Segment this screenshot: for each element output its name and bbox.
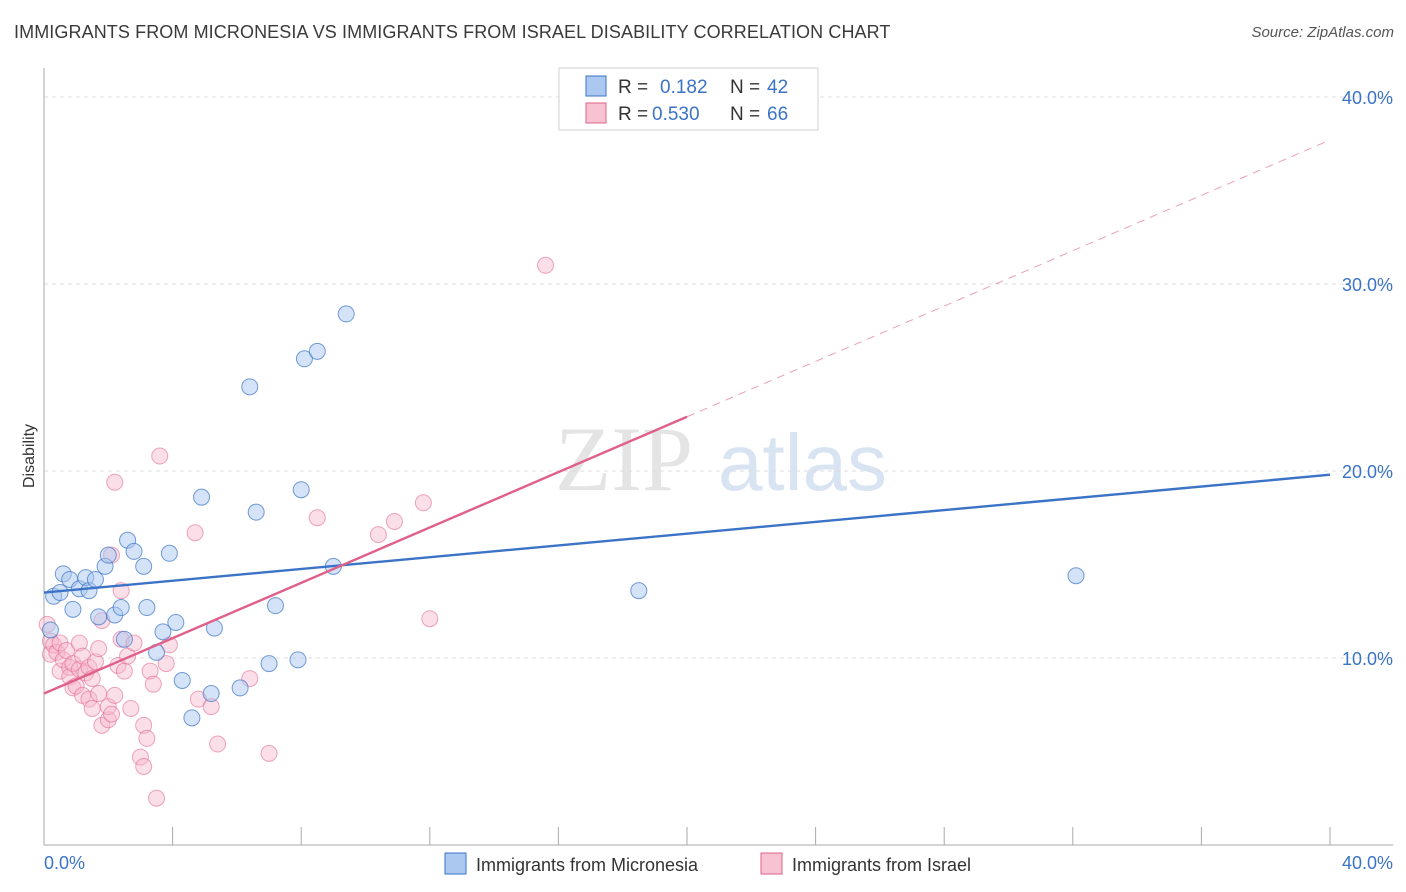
point-micronesia xyxy=(241,378,259,396)
bottom-legend: Immigrants from Micronesia Immigrants fr… xyxy=(444,852,971,875)
point-israel xyxy=(308,509,326,527)
point-israel xyxy=(385,512,403,530)
y-tick-label: 20.0% xyxy=(1342,462,1393,482)
point-israel xyxy=(209,735,227,753)
point-micronesia xyxy=(183,709,201,727)
point-israel xyxy=(260,744,278,762)
source-label: Source: ZipAtlas.com xyxy=(1251,24,1394,41)
point-micronesia xyxy=(64,600,82,618)
point-israel xyxy=(122,699,140,717)
series-micronesia-points xyxy=(41,305,1085,727)
point-israel xyxy=(131,748,149,766)
point-israel xyxy=(135,757,153,775)
y-tick-label: 10.0% xyxy=(1342,649,1393,669)
bottom-legend-swatch-israel xyxy=(760,852,783,875)
point-israel xyxy=(70,634,88,652)
legend-swatch-israel xyxy=(585,102,607,124)
point-israel xyxy=(151,447,169,465)
legend-r-value: 0.182 xyxy=(660,77,708,98)
trend-line-micronesia xyxy=(43,473,1331,594)
x-tick-labels: 0.0% 40.0% xyxy=(44,853,1393,873)
bottom-legend-label-israel: Immigrants from Israel xyxy=(792,855,971,875)
point-israel xyxy=(106,686,124,704)
point-israel xyxy=(99,711,117,729)
point-israel xyxy=(148,789,166,807)
axes xyxy=(43,68,1393,846)
bottom-legend-swatch-micronesia xyxy=(444,852,467,875)
point-israel xyxy=(369,526,387,544)
legend-n-value: 66 xyxy=(767,104,788,125)
x-tick-label: 40.0% xyxy=(1342,853,1393,873)
point-micronesia xyxy=(231,679,249,697)
point-israel xyxy=(83,699,101,717)
trend-line-israel-extension xyxy=(686,139,1331,418)
trend-lines xyxy=(43,139,1331,695)
point-micronesia xyxy=(247,503,265,521)
point-israel xyxy=(93,716,111,734)
point-israel xyxy=(103,705,121,723)
point-israel xyxy=(86,653,104,671)
point-micronesia xyxy=(115,630,133,648)
series-israel-points xyxy=(38,256,555,807)
point-israel xyxy=(186,524,204,542)
point-micronesia xyxy=(138,599,156,617)
point-micronesia xyxy=(160,544,178,562)
legend-n-label: N = xyxy=(730,104,760,125)
point-israel xyxy=(90,685,108,703)
legend: R = 0.182 N = 42 R = 0.530 N = 66 xyxy=(558,67,819,131)
legend-n-label: N = xyxy=(730,77,760,98)
point-micronesia xyxy=(99,546,117,564)
point-micronesia xyxy=(173,671,191,689)
legend-r-label: R = xyxy=(618,104,648,125)
y-tick-label: 30.0% xyxy=(1342,275,1393,295)
point-israel xyxy=(106,473,124,491)
y-tick-label: 40.0% xyxy=(1342,88,1393,108)
legend-r-label: R = xyxy=(618,77,648,98)
point-israel xyxy=(144,675,162,693)
point-micronesia xyxy=(295,350,313,368)
trend-line-israel xyxy=(43,415,688,695)
point-micronesia xyxy=(630,582,648,600)
point-micronesia xyxy=(86,570,104,588)
y-tick-labels: 10.0% 20.0% 30.0% 40.0% xyxy=(1342,88,1393,669)
legend-swatch-micronesia xyxy=(585,75,607,97)
y-axis-label: Disability xyxy=(21,424,38,488)
point-micronesia xyxy=(1067,567,1085,585)
point-israel xyxy=(157,655,175,673)
point-micronesia xyxy=(266,597,284,615)
point-micronesia xyxy=(154,623,172,641)
point-micronesia xyxy=(289,651,307,669)
legend-r-value: 0.530 xyxy=(652,104,700,125)
point-micronesia xyxy=(260,655,278,673)
point-israel xyxy=(135,716,153,734)
point-israel xyxy=(51,662,69,680)
point-micronesia xyxy=(202,685,220,703)
watermark-atlas: atlas xyxy=(718,418,887,507)
point-israel xyxy=(421,610,439,628)
point-israel xyxy=(537,256,555,274)
bottom-legend-label-micronesia: Immigrants from Micronesia xyxy=(476,855,699,875)
point-micronesia xyxy=(90,608,108,626)
point-micronesia xyxy=(193,488,211,506)
point-israel xyxy=(414,494,432,512)
point-micronesia xyxy=(125,542,143,560)
point-micronesia xyxy=(41,621,59,639)
point-israel xyxy=(141,662,159,680)
point-israel xyxy=(90,640,108,658)
point-israel xyxy=(41,645,59,663)
point-micronesia xyxy=(337,305,355,323)
point-micronesia xyxy=(167,613,185,631)
point-israel xyxy=(138,729,156,747)
point-micronesia xyxy=(308,342,326,360)
point-micronesia xyxy=(112,599,130,617)
point-micronesia xyxy=(292,481,310,499)
point-israel xyxy=(80,690,98,708)
chart-title: IMMIGRANTS FROM MICRONESIA VS IMMIGRANTS… xyxy=(14,22,891,42)
point-micronesia xyxy=(135,557,153,575)
x-tick-label: 0.0% xyxy=(44,853,85,873)
legend-n-value: 42 xyxy=(767,77,788,98)
point-israel xyxy=(115,662,133,680)
